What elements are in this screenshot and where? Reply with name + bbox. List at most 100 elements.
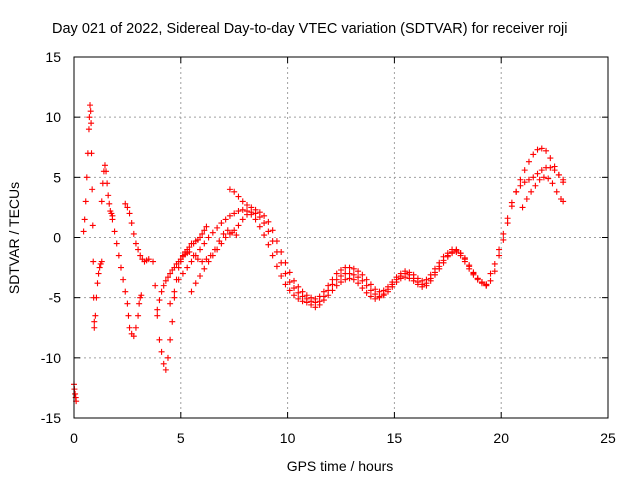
data-point bbox=[500, 230, 507, 237]
data-point bbox=[363, 289, 370, 296]
data-point bbox=[261, 220, 268, 227]
data-point bbox=[536, 176, 543, 183]
data-point bbox=[320, 288, 327, 295]
data-point bbox=[169, 318, 176, 325]
data-point bbox=[122, 288, 129, 295]
data-point bbox=[188, 288, 195, 295]
data-point bbox=[359, 285, 366, 292]
data-point bbox=[211, 246, 218, 253]
data-point bbox=[419, 283, 426, 290]
data-point bbox=[132, 240, 139, 247]
data-point bbox=[231, 188, 238, 195]
x-tick-label: 25 bbox=[600, 430, 616, 446]
data-point bbox=[291, 285, 298, 292]
data-point bbox=[248, 204, 255, 211]
data-point bbox=[342, 276, 349, 283]
data-point bbox=[244, 211, 251, 218]
data-point bbox=[363, 276, 370, 283]
data-point bbox=[295, 289, 302, 296]
data-point bbox=[179, 270, 186, 277]
data-point bbox=[338, 279, 344, 286]
series-track-b bbox=[80, 102, 98, 331]
data-point bbox=[199, 230, 206, 237]
data-point bbox=[273, 238, 280, 245]
data-point bbox=[397, 270, 404, 277]
series-track-l bbox=[190, 227, 240, 265]
data-point bbox=[278, 273, 285, 280]
data-point bbox=[235, 193, 242, 200]
data-point bbox=[384, 283, 391, 290]
data-point bbox=[478, 279, 485, 286]
data-point bbox=[372, 286, 379, 293]
series-track-j bbox=[188, 209, 490, 306]
data-point bbox=[359, 271, 366, 278]
data-point bbox=[235, 208, 242, 215]
data-point bbox=[346, 270, 353, 277]
y-tick-label: 0 bbox=[53, 230, 61, 246]
data-point bbox=[92, 312, 99, 319]
data-point bbox=[389, 279, 396, 286]
y-tick-label: 10 bbox=[45, 109, 61, 125]
data-point bbox=[167, 300, 174, 307]
series-track-e bbox=[109, 216, 145, 340]
data-point bbox=[164, 274, 171, 281]
data-point bbox=[233, 232, 240, 239]
data-point bbox=[316, 293, 323, 300]
data-point bbox=[101, 162, 108, 169]
data-point bbox=[367, 281, 374, 288]
data-point bbox=[380, 287, 387, 294]
data-point bbox=[82, 198, 89, 205]
data-point bbox=[222, 216, 229, 223]
data-point bbox=[517, 176, 524, 183]
data-point bbox=[171, 288, 178, 295]
data-point bbox=[359, 277, 366, 284]
x-tick-label: 20 bbox=[493, 430, 509, 446]
data-point bbox=[90, 258, 97, 265]
data-point bbox=[461, 256, 468, 263]
data-point bbox=[295, 295, 302, 302]
data-point bbox=[145, 256, 152, 263]
data-point bbox=[350, 265, 357, 272]
data-point bbox=[338, 273, 344, 280]
data-point bbox=[308, 294, 315, 301]
data-point bbox=[120, 276, 127, 283]
data-point bbox=[423, 276, 430, 283]
x-axis-title: GPS time / hours bbox=[287, 458, 394, 474]
data-point bbox=[128, 220, 135, 227]
axis-ticks bbox=[73, 56, 609, 419]
data-point bbox=[312, 295, 319, 302]
data-point bbox=[199, 258, 206, 265]
data-point bbox=[190, 252, 197, 259]
data-point bbox=[122, 200, 129, 207]
y-tick-label: 15 bbox=[45, 49, 61, 65]
data-point bbox=[104, 180, 111, 187]
x-tick-labels: 0 5 10 15 20 25 bbox=[70, 430, 616, 446]
data-point bbox=[521, 179, 528, 186]
data-point bbox=[113, 240, 120, 247]
y-tick-label: -15 bbox=[41, 410, 61, 426]
data-point bbox=[167, 336, 174, 343]
data-point bbox=[406, 269, 413, 276]
data-point bbox=[205, 234, 212, 241]
data-point bbox=[553, 188, 560, 195]
data-point bbox=[229, 229, 236, 236]
chart-title: Day 021 of 2022, Sidereal Day-to-day VTE… bbox=[52, 21, 568, 37]
data-point bbox=[491, 268, 498, 275]
y-tick-label: -5 bbox=[49, 290, 62, 306]
data-point bbox=[355, 268, 362, 275]
data-point bbox=[540, 174, 547, 181]
data-point bbox=[98, 198, 105, 205]
data-point bbox=[525, 158, 532, 165]
data-point bbox=[154, 306, 161, 313]
data-point bbox=[220, 230, 227, 237]
series-track-c bbox=[91, 258, 105, 325]
data-point bbox=[106, 200, 113, 207]
data-point bbox=[96, 264, 103, 271]
data-point bbox=[164, 354, 171, 361]
data-point bbox=[216, 238, 223, 245]
data-point bbox=[209, 229, 216, 236]
data-point bbox=[156, 336, 163, 343]
data-point bbox=[333, 282, 340, 289]
data-point bbox=[171, 264, 178, 271]
data-point bbox=[186, 248, 193, 255]
